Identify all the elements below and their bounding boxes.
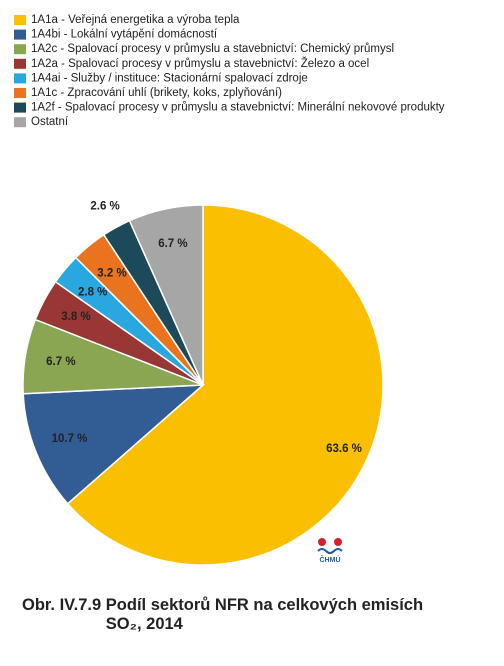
data-label: 6.7 % bbox=[46, 356, 75, 368]
data-label: 2.8 % bbox=[78, 286, 107, 298]
chart: ČHMÚ 1A1a - Veřejná energetika a výroba … bbox=[14, 14, 445, 566]
legend-swatch bbox=[14, 15, 26, 25]
pie-slice bbox=[128, 204, 204, 386]
legend-label: 1A2f - Spalovací procesy v průmyslu a st… bbox=[31, 102, 445, 114]
data-label: 3.2 % bbox=[97, 267, 126, 279]
data-label: 3.8 % bbox=[61, 311, 90, 323]
logo-wave bbox=[317, 548, 343, 554]
legend-swatch bbox=[14, 58, 26, 69]
data-label: 63.6 % bbox=[326, 443, 362, 455]
data-label: 2.6 % bbox=[90, 201, 119, 213]
legend-swatch bbox=[14, 73, 26, 84]
legend-label: Ostatní bbox=[31, 116, 69, 128]
legend-label: 1A4ai - Služby / instituce: Stacionární … bbox=[31, 72, 308, 84]
data-label: 6.7 % bbox=[158, 238, 187, 250]
data-label: 10.7 % bbox=[52, 433, 88, 445]
legend-label: 1A2c - Spalovací procesy v průmyslu a st… bbox=[31, 43, 394, 55]
chart-title: Obr. IV.7.9 Podíl sektorů NFR na celkový… bbox=[22, 596, 492, 634]
legend-label: 1A1a - Veřejná energetika a výroba tepla bbox=[31, 14, 240, 26]
pie-slice bbox=[66, 204, 384, 566]
logo-dot bbox=[334, 538, 342, 546]
legend-label: 1A4bi - Lokální vytápění domácností bbox=[31, 29, 218, 41]
legend-label: 1A1c - Zpracování uhlí (brikety, koks, z… bbox=[31, 87, 282, 99]
title-text: Podíl sektorů NFR na celkových emisích S… bbox=[105, 596, 424, 633]
legend-swatch bbox=[14, 44, 26, 55]
pie-slice bbox=[22, 384, 206, 505]
legend-swatch bbox=[14, 29, 26, 40]
logo-text: ČHMÚ bbox=[320, 555, 341, 564]
figure-label: Obr. IV.7.9 bbox=[22, 596, 102, 614]
logo: ČHMÚ bbox=[317, 538, 343, 564]
legend-swatch bbox=[14, 88, 26, 98]
logo-dot bbox=[318, 538, 326, 546]
legend-swatch bbox=[14, 102, 26, 113]
legend-swatch bbox=[14, 117, 26, 128]
legend-label: 1A2a - Spalovací procesy v průmyslu a st… bbox=[31, 57, 369, 70]
